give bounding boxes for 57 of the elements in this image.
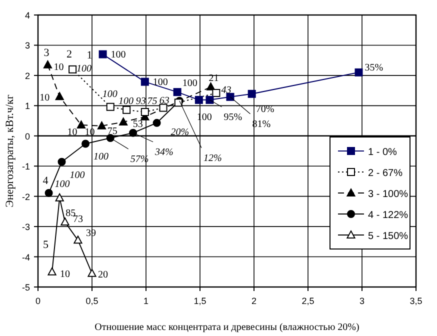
y-tick-label: -1 xyxy=(22,162,30,172)
annotation: 100 xyxy=(70,170,85,181)
annotation: 63 xyxy=(159,96,170,107)
x-tick-label: 2 xyxy=(251,296,257,306)
x-tick-label: 1 xyxy=(143,296,149,306)
annotation: 34% xyxy=(154,146,174,158)
x-tick-label: 2,5 xyxy=(302,296,314,306)
annotation: 100 xyxy=(76,63,92,74)
annotation: 10 xyxy=(40,92,50,104)
y-tick-label: 0 xyxy=(24,131,30,142)
annotation: 20 xyxy=(98,269,108,280)
annotation: 85 xyxy=(66,208,76,219)
y-tick-label: 1 xyxy=(24,101,30,112)
annotation: 12% xyxy=(203,152,222,164)
annotation: 75 xyxy=(107,126,118,137)
annotation: 53 xyxy=(132,118,143,130)
y-tick-label: -4 xyxy=(22,252,30,262)
annotation: 3 xyxy=(44,46,50,59)
x-tick-label: 1,5 xyxy=(194,296,206,306)
annotation: 4 xyxy=(42,175,49,188)
y-tick-label: -3 xyxy=(22,222,30,232)
annotation: 1 xyxy=(86,49,92,62)
annotation: 100 xyxy=(110,49,126,60)
annotation: 100 xyxy=(118,96,134,107)
annotation: 35% xyxy=(364,62,384,74)
annotation: 100 xyxy=(54,179,70,190)
y-tick-label: 2 xyxy=(24,70,30,81)
annotation: 10 xyxy=(60,268,70,280)
annotation: 10 xyxy=(54,62,64,73)
legend-label: 1 - 0% xyxy=(368,147,398,158)
annotation: 2 xyxy=(66,48,72,60)
y-tick-label: -2 xyxy=(22,192,30,202)
x-tick-label: 0 xyxy=(35,296,41,306)
annotation: 20% xyxy=(170,126,190,138)
annotation: 75 xyxy=(147,96,158,107)
annotation: 100 xyxy=(182,78,198,90)
y-tick-label: 3 xyxy=(24,40,30,51)
annotation: 93 xyxy=(136,96,146,108)
x-tick-label: 3 xyxy=(359,296,365,306)
y-tick-label: 4 xyxy=(24,10,30,20)
annotation: 100 xyxy=(102,88,118,100)
annotation: 73 xyxy=(73,214,83,226)
annotation: 100 xyxy=(94,152,109,163)
annotation: 100 xyxy=(152,76,168,88)
annotation: 95% xyxy=(224,112,242,123)
legend-label: 5 - 150% xyxy=(368,231,408,242)
x-tick-label: 0,5 xyxy=(86,296,98,306)
annotation: 5 xyxy=(43,238,50,251)
x-axis-title: Отношение масс концентрата и древесины (влажностью 20%) xyxy=(94,322,360,333)
legend-label: 4 - 122% xyxy=(368,210,408,221)
y-axis-title: Энергозатраты, кВт.ч/кг xyxy=(4,94,16,208)
y-tick-label: -5 xyxy=(22,282,30,292)
x-tick-label: 3,5 xyxy=(410,296,422,306)
legend-label: 2 - 67% xyxy=(368,168,403,179)
legend-label: 3 - 100% xyxy=(368,189,408,200)
annotation: 10 xyxy=(67,127,78,138)
annotation: 43 xyxy=(221,84,232,96)
